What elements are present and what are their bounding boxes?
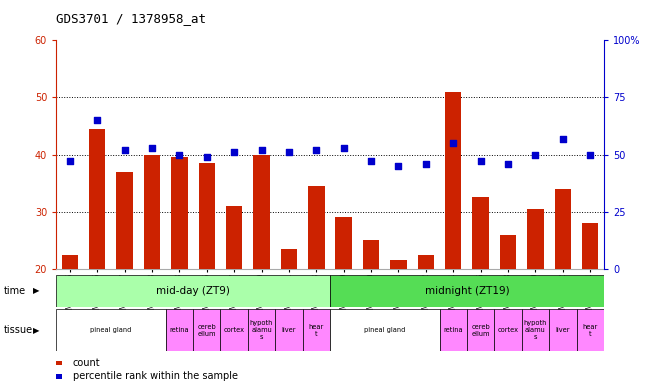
- Point: [503, 161, 513, 167]
- Bar: [467, 309, 494, 351]
- Text: hear
t: hear t: [583, 324, 598, 337]
- Point: [174, 152, 185, 158]
- Bar: [144, 155, 160, 269]
- Bar: [275, 309, 302, 351]
- Point: [530, 152, 541, 158]
- Point: [558, 136, 568, 142]
- Point: [420, 161, 431, 167]
- Bar: [549, 309, 577, 351]
- Text: retina: retina: [170, 327, 189, 333]
- Text: ▶: ▶: [33, 326, 40, 335]
- Bar: [445, 92, 461, 269]
- Point: [65, 158, 75, 164]
- Bar: [330, 309, 440, 351]
- Text: cereb
ellum: cereb ellum: [471, 324, 490, 337]
- Bar: [280, 249, 297, 269]
- Text: liver: liver: [556, 327, 570, 333]
- Text: mid-day (ZT9): mid-day (ZT9): [156, 286, 230, 296]
- Bar: [390, 260, 407, 269]
- Text: GDS3701 / 1378958_at: GDS3701 / 1378958_at: [56, 12, 206, 25]
- Bar: [89, 129, 106, 269]
- Text: pineal gland: pineal gland: [90, 327, 131, 333]
- Bar: [253, 155, 270, 269]
- Bar: [308, 186, 325, 269]
- Bar: [166, 309, 193, 351]
- Bar: [116, 172, 133, 269]
- Point: [311, 147, 321, 153]
- Point: [92, 117, 102, 123]
- Text: cortex: cortex: [224, 327, 245, 333]
- Point: [366, 158, 376, 164]
- Point: [256, 147, 267, 153]
- Bar: [302, 309, 330, 351]
- Text: hypoth
alamu
s: hypoth alamu s: [250, 320, 273, 340]
- Bar: [56, 275, 330, 307]
- Text: liver: liver: [282, 327, 296, 333]
- Bar: [335, 217, 352, 269]
- Bar: [330, 275, 604, 307]
- Point: [119, 147, 130, 153]
- Bar: [171, 157, 187, 269]
- Text: pineal gland: pineal gland: [364, 327, 405, 333]
- Text: retina: retina: [444, 327, 463, 333]
- Bar: [199, 163, 215, 269]
- Point: [475, 158, 486, 164]
- Point: [393, 163, 404, 169]
- Text: cortex: cortex: [498, 327, 519, 333]
- Bar: [418, 255, 434, 269]
- Text: hypoth
alamu
s: hypoth alamu s: [524, 320, 547, 340]
- Bar: [494, 309, 521, 351]
- Bar: [248, 309, 275, 351]
- Text: time: time: [3, 286, 26, 296]
- Bar: [577, 309, 604, 351]
- Bar: [61, 255, 78, 269]
- Text: midnight (ZT19): midnight (ZT19): [424, 286, 510, 296]
- Bar: [440, 309, 467, 351]
- Text: ▶: ▶: [33, 286, 40, 295]
- Point: [201, 154, 212, 160]
- Text: count: count: [73, 358, 100, 368]
- Bar: [521, 309, 549, 351]
- Bar: [193, 309, 220, 351]
- Bar: [500, 235, 516, 269]
- Text: hear
t: hear t: [309, 324, 324, 337]
- Bar: [554, 189, 571, 269]
- Bar: [226, 206, 242, 269]
- Point: [585, 152, 595, 158]
- Point: [339, 145, 349, 151]
- Bar: [527, 209, 544, 269]
- Text: tissue: tissue: [3, 325, 32, 335]
- Point: [284, 149, 294, 156]
- Point: [448, 140, 459, 146]
- Text: percentile rank within the sample: percentile rank within the sample: [73, 371, 238, 381]
- Bar: [220, 309, 248, 351]
- Bar: [363, 240, 380, 269]
- Point: [229, 149, 240, 156]
- Point: [147, 145, 157, 151]
- Bar: [56, 309, 166, 351]
- Bar: [473, 197, 489, 269]
- Bar: [582, 223, 599, 269]
- Text: cereb
ellum: cereb ellum: [197, 324, 216, 337]
